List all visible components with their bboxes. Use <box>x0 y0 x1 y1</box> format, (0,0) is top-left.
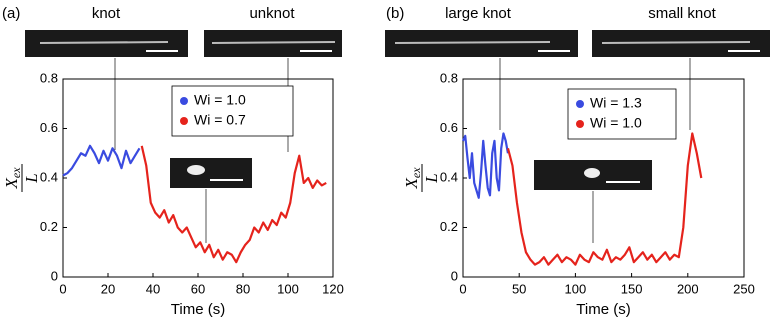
image-label: knot <box>92 5 121 22</box>
x-tick-label: 50 <box>512 281 526 296</box>
panel-label: (a) <box>2 5 20 22</box>
x-tick-label: 60 <box>191 281 205 296</box>
legend-marker <box>180 117 188 125</box>
y-label-symbol: X <box>402 178 421 190</box>
image-label: large knot <box>445 5 512 22</box>
y-label-denominator: L <box>22 173 41 183</box>
y-axis-label: Xex L <box>402 164 441 192</box>
y-label-symbol: X <box>2 178 21 190</box>
x-tick-label: 40 <box>146 281 160 296</box>
y-tick-label: 0.4 <box>40 169 58 184</box>
data-line <box>62 144 141 177</box>
data-line <box>506 132 703 266</box>
x-tick-label: 250 <box>733 281 755 296</box>
x-tick-label: 200 <box>677 281 699 296</box>
legend-label: Wi = 0.7 <box>194 112 246 128</box>
legend-label: Wi = 1.0 <box>194 92 246 108</box>
x-tick-label: 100 <box>277 281 299 296</box>
y-label-numerator: Xex <box>2 167 23 190</box>
data-line <box>461 132 510 199</box>
y-tick-label: 0 <box>451 268 458 283</box>
image-label: small knot <box>648 5 716 22</box>
y-label-denominator: L <box>422 173 441 183</box>
micrograph <box>385 30 770 190</box>
y-tick-label: 0.8 <box>440 70 458 85</box>
x-tick-label: 120 <box>322 281 344 296</box>
legend-marker <box>576 100 584 108</box>
legend-label: Wi = 1.0 <box>590 115 642 131</box>
x-axis-label: Time (s) <box>171 301 225 318</box>
y-tick-label: 0.6 <box>440 120 458 135</box>
x-tick-label: 150 <box>621 281 643 296</box>
y-tick-label: 0.2 <box>440 219 458 234</box>
legend-box <box>171 85 294 137</box>
y-tick-label: 0 <box>51 268 58 283</box>
legend-label: Wi = 1.3 <box>590 95 642 111</box>
arrow <box>499 58 691 243</box>
legend-marker <box>180 97 188 105</box>
y-tick-label: 0.2 <box>40 219 58 234</box>
y-tick-label: 0.4 <box>440 169 458 184</box>
x-tick-label: 20 <box>101 281 115 296</box>
data-line <box>140 145 327 264</box>
micrograph <box>25 30 342 188</box>
y-tick-label: 0.6 <box>40 120 58 135</box>
image-label: unknot <box>249 5 295 22</box>
y-tick-label: 0.8 <box>40 70 58 85</box>
y-label-subscript: ex <box>9 167 23 178</box>
legend-marker <box>576 120 584 128</box>
panel-label: (b) <box>386 5 404 22</box>
x-tick-label: 0 <box>59 281 66 296</box>
x-tick-label: 100 <box>565 281 587 296</box>
x-tick-label: 0 <box>459 281 466 296</box>
y-label-numerator: Xex <box>402 167 423 190</box>
y-label-subscript: ex <box>409 167 423 178</box>
y-axis-label: Xex L <box>2 164 41 192</box>
x-tick-label: 80 <box>236 281 250 296</box>
x-axis-label: Time (s) <box>576 301 630 318</box>
legend-box <box>567 88 677 140</box>
